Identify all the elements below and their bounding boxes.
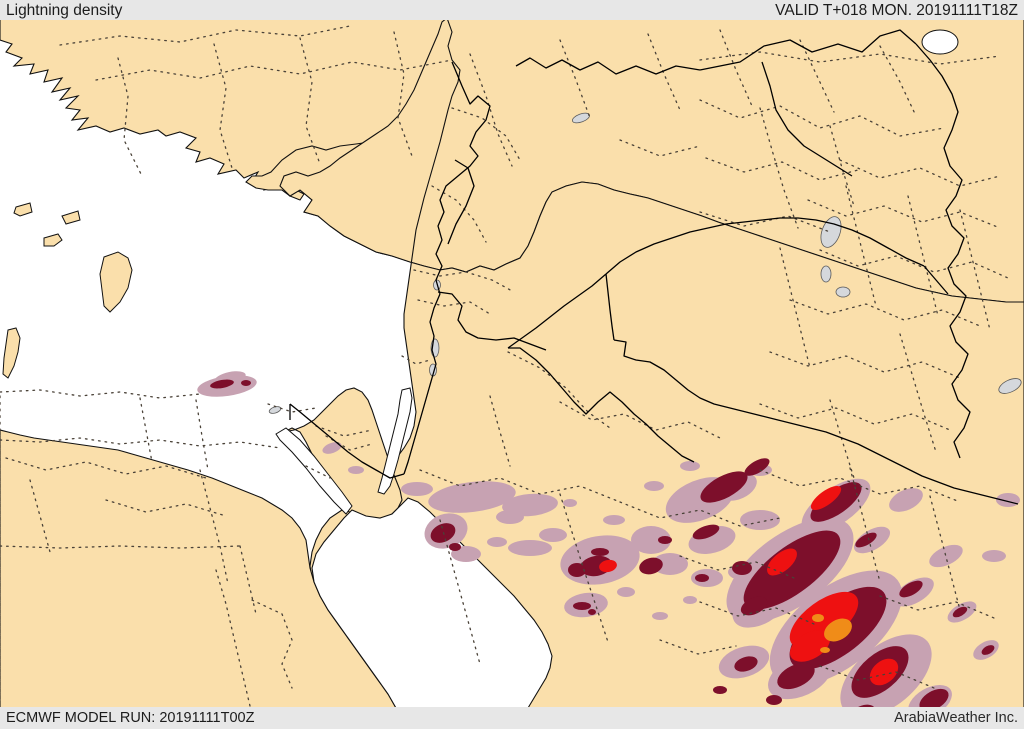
- density-level-moderate: [210, 379, 995, 724]
- header-bar: Lightning density VALID T+018 MON. 20191…: [0, 0, 1024, 20]
- land-island-small-b: [61, 210, 81, 225]
- land-island-karpathos: [2, 327, 21, 379]
- model-run-label: ECMWF MODEL RUN: 20191111T00Z: [6, 710, 255, 726]
- valid-time-label: VALID T+018 MON. 20191111T18Z: [775, 2, 1018, 19]
- lake-razazah-iraq: [820, 265, 832, 283]
- footer-bar: ECMWF MODEL RUN: 20191111T00Z ArabiaWeat…: [0, 707, 1024, 729]
- lightning-density-field: [197, 371, 1020, 729]
- country-borders: [289, 29, 1019, 505]
- density-level-very-high: [812, 614, 852, 653]
- sea-gulf-of-suez: [275, 427, 353, 515]
- land-island-small-a: [13, 202, 33, 217]
- lake-habbaniyah-iraq: [835, 286, 851, 298]
- page-title: Lightning density: [6, 2, 123, 19]
- sea-gulf-of-aqaba: [377, 387, 413, 495]
- sea-red-sea: [311, 497, 553, 709]
- admin-boundaries: [0, 25, 1009, 707]
- land-island-kos: [43, 233, 63, 247]
- lakes-group: [268, 29, 1022, 414]
- brand-label: ArabiaWeather Inc.: [894, 710, 1018, 726]
- lake-van-turkey: [921, 29, 959, 55]
- land-island-rhodes: [99, 251, 133, 313]
- density-level-high: [599, 485, 899, 686]
- lake-urmia-iran: [998, 378, 1022, 394]
